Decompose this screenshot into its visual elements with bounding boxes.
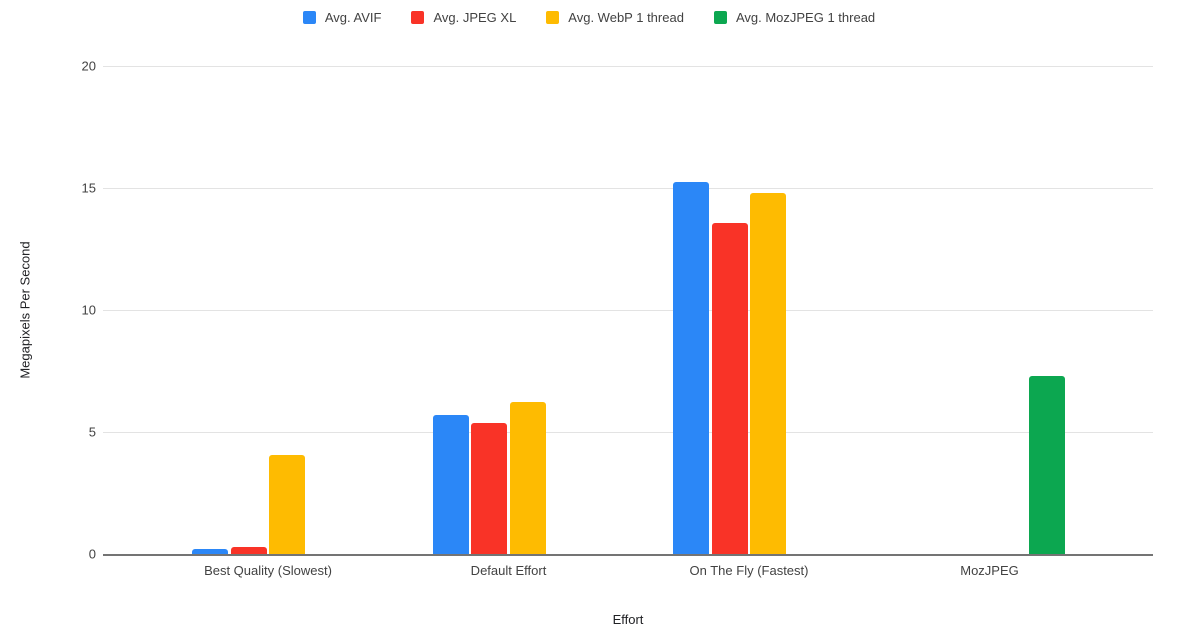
bar-avg-jpeg-xl <box>711 223 748 554</box>
category-label: On The Fly (Fastest) <box>689 563 809 578</box>
legend: Avg. AVIF Avg. JPEG XL Avg. WebP 1 thread A… <box>0 10 1178 25</box>
y-tick-label: 0 <box>88 546 96 562</box>
legend-label: Avg. JPEG XL <box>433 10 517 25</box>
legend-swatch-icon <box>713 11 727 24</box>
bar-avg-webp-1-thread <box>509 401 546 554</box>
legend-item: Avg. AVIF <box>302 10 382 25</box>
gridline <box>103 432 1153 433</box>
legend-item: Avg. WebP 1 thread <box>546 10 684 25</box>
y-tick-label: 10 <box>81 302 96 318</box>
legend-swatch-icon <box>411 11 425 24</box>
bar-avg-webp-1-thread <box>269 455 306 554</box>
category-label: Best Quality (Slowest) <box>204 563 332 578</box>
bar-avg-jpeg-xl <box>230 546 267 554</box>
bar-avg-avif <box>432 414 469 554</box>
bar-avg-avif <box>192 549 229 554</box>
category-label: Default Effort <box>470 563 547 578</box>
gridline <box>103 310 1153 311</box>
bar-avg-avif <box>673 181 710 554</box>
gridline <box>103 188 1153 189</box>
gridline <box>103 66 1153 67</box>
bar-avg-mozjpeg-1-thread <box>1029 375 1066 554</box>
legend-label: Avg. WebP 1 thread <box>568 10 684 25</box>
y-tick-label: 5 <box>88 424 96 440</box>
legend-swatch-icon <box>302 11 316 24</box>
y-tick-label: 20 <box>81 58 96 74</box>
y-tick-label: 15 <box>81 180 96 196</box>
category-label: MozJPEG <box>960 563 1019 578</box>
legend-item: Avg. MozJPEG 1 thread <box>713 10 876 25</box>
legend-label: Avg. AVIF <box>324 10 382 25</box>
legend-label: Avg. MozJPEG 1 thread <box>735 10 876 25</box>
legend-swatch-icon <box>546 11 560 24</box>
y-axis-title: Megapixels Per Second <box>17 241 33 379</box>
x-axis-line <box>103 554 1153 556</box>
x-axis-title: Effort <box>612 612 644 627</box>
bar-avg-webp-1-thread <box>750 192 787 554</box>
bar-avg-jpeg-xl <box>471 423 508 554</box>
legend-item: Avg. JPEG XL <box>411 10 516 25</box>
